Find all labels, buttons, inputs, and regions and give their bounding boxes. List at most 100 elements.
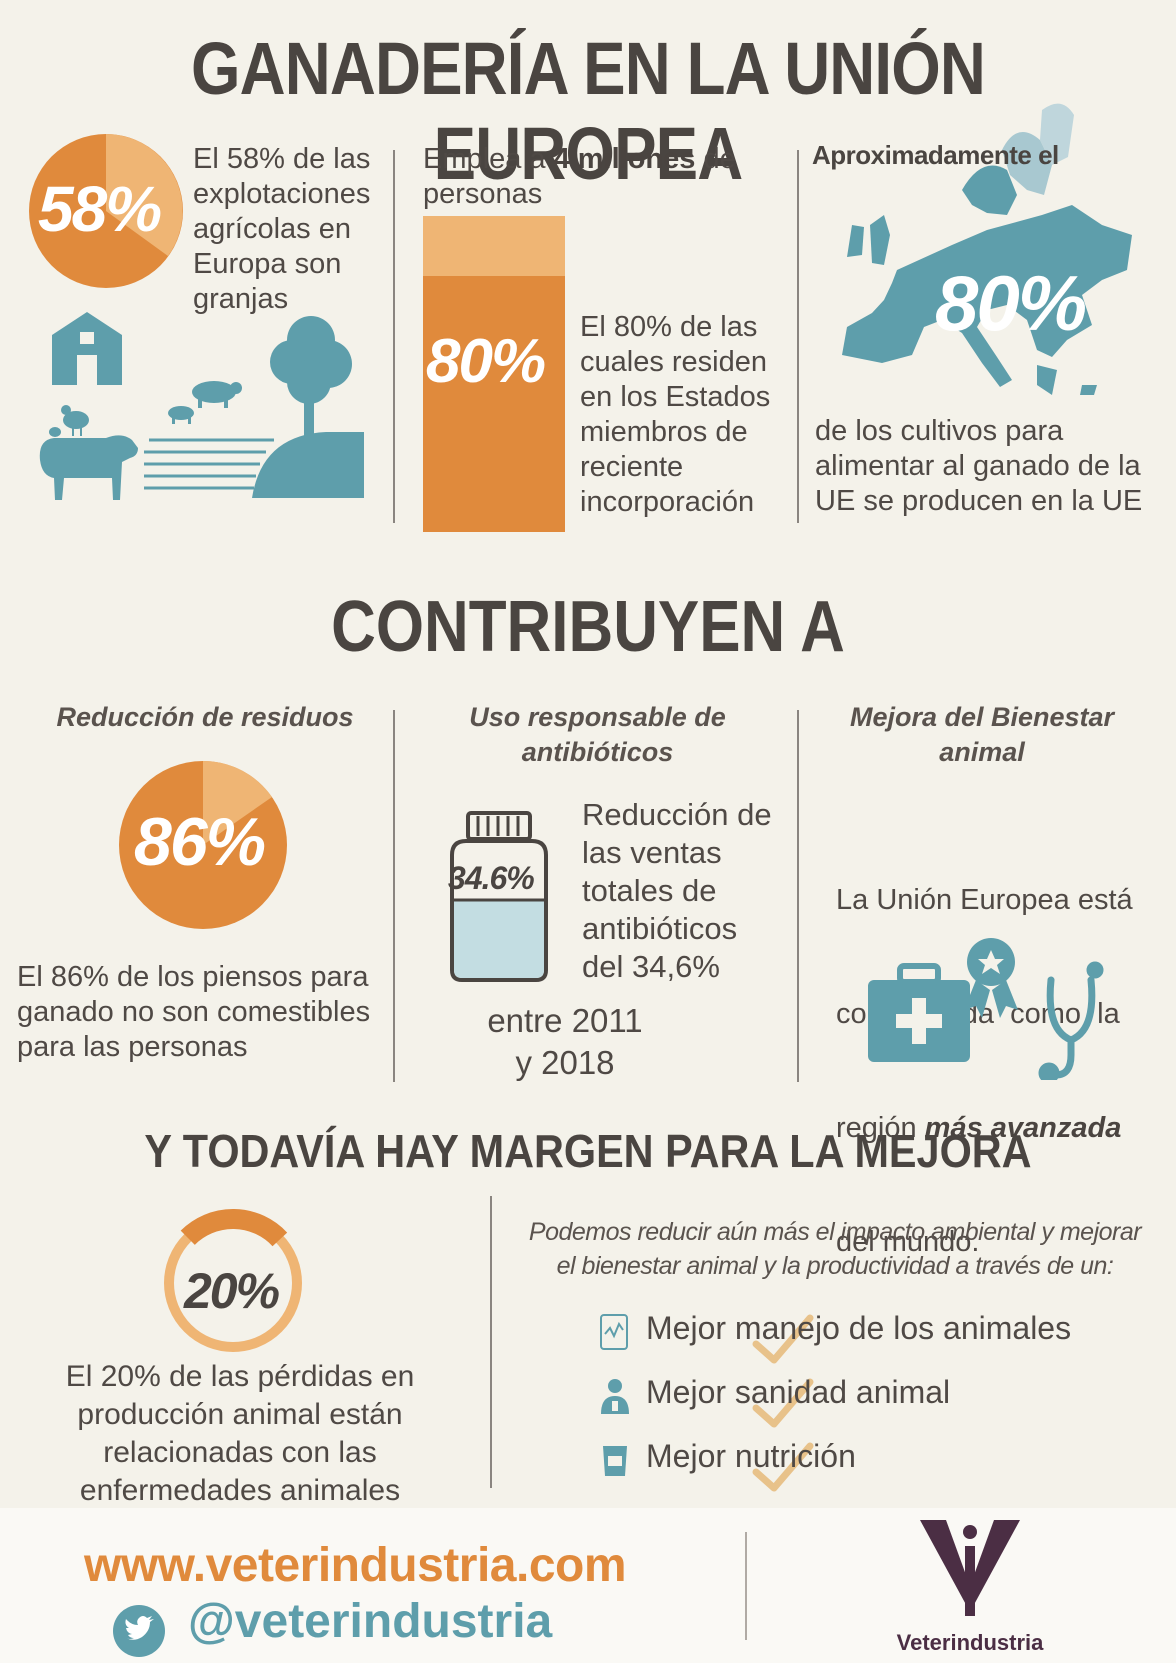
antibiotics-text-line: antibióticos <box>582 911 738 946</box>
farms-text-line: granjas <box>193 283 289 315</box>
check-mark-icon <box>752 1442 814 1492</box>
barn-icon <box>52 312 122 385</box>
farms-text: El 58% de las explotaciones agrícolas en… <box>193 142 370 317</box>
check-mark-icon <box>752 1378 814 1428</box>
divider <box>490 1196 492 1488</box>
losses-text-line: relacionadas con las <box>103 1436 377 1469</box>
crops-text-line: de los cultivos para <box>815 415 1064 447</box>
losses-text: El 20% de las pérdidas en producción ani… <box>30 1358 450 1510</box>
losses-text-line: enfermedades animales <box>79 1474 401 1507</box>
pig-icon <box>168 381 242 424</box>
new-members-line: reciente <box>580 451 684 483</box>
employment-suffix: de <box>695 143 736 175</box>
new-members-line: incorporación <box>580 486 755 518</box>
divider <box>393 710 395 1082</box>
employment-intro: Emplea a 4 millones de personas <box>423 142 736 212</box>
veterindustria-logo <box>920 1520 1020 1616</box>
welfare-text-line: del mundo. <box>836 1226 980 1258</box>
improvement-intro: Podemos reducir aún más el impacto ambie… <box>500 1215 1170 1283</box>
welfare-heading-line: animal <box>939 737 1025 767</box>
improvement-title: Y TODAVÍA HAY MARGEN PARA LA MEJORA <box>144 1125 1032 1177</box>
feed-text: El 86% de los piensos para ganado no son… <box>17 960 370 1065</box>
check-mark-icon <box>752 1314 814 1364</box>
contribute-title: CONTRIBUYEN A <box>331 587 845 667</box>
welfare-heading-line: Mejora del Bienestar <box>849 702 1115 732</box>
tree-icon <box>252 316 364 498</box>
new-members-line: El 80% de las <box>580 311 758 343</box>
antibiotics-heading: Uso responsable de antibióticos <box>420 700 775 770</box>
divider <box>745 1532 747 1640</box>
percent-80-map-label: 80% <box>935 259 1087 347</box>
improvement-intro-line: Podemos reducir aún más el impacto ambie… <box>528 1218 1142 1246</box>
employment-bold: 4 millones <box>553 143 696 175</box>
improvement-label: Mejor nutrición <box>646 1438 856 1474</box>
feed-text-line: ganado no son comestibles <box>17 996 371 1028</box>
veterinarian-icon <box>601 1379 629 1414</box>
cow-icon <box>39 435 138 500</box>
twitter-icon[interactable] <box>112 1604 166 1658</box>
welfare-heading: Mejora del Bienestar animal <box>812 700 1152 770</box>
first-aid-kit-icon <box>868 963 970 1062</box>
page-title: GANADERÍA EN LA UNIÓN EUROPEA <box>191 27 986 195</box>
improvement-label: Mejor manejo de los animales <box>646 1310 1072 1346</box>
percent-20-label: 20% <box>184 1263 280 1319</box>
crops-text-line: UE se producen en la UE <box>815 485 1143 517</box>
antibiotics-text-line: Reducción de <box>582 797 772 832</box>
antibiotics-text-line: totales de <box>582 873 717 908</box>
percent-80-label: 80% <box>426 327 546 396</box>
crops-text: de los cultivos para alimentar al ganado… <box>815 414 1142 519</box>
farm-illustration <box>39 312 364 500</box>
losses-text-line: producción animal están <box>77 1398 403 1431</box>
farms-text-line: Europa son <box>193 248 342 280</box>
percent-86-pie <box>119 761 287 929</box>
employment-line: personas <box>423 178 543 210</box>
percent-86-label: 86% <box>134 804 266 880</box>
improvement-label: Mejor sanidad animal <box>646 1374 951 1410</box>
percent-58-pie <box>29 134 183 288</box>
losses-text-line: El 20% de las pérdidas en <box>65 1360 415 1393</box>
new-members-line: en los Estados <box>580 381 771 413</box>
new-members-line: miembros de <box>580 416 748 448</box>
employment-bar-80 <box>423 276 565 532</box>
waste-heading: Reducción de residuos <box>56 702 354 732</box>
medicine-bottle-icon <box>450 811 548 982</box>
antibiotics-text: Reducción de las ventas totales de antib… <box>582 796 772 986</box>
period-line: y 2018 <box>515 1044 615 1081</box>
feed-text-line: para las personas <box>17 1031 248 1063</box>
farms-text-line: El 58% de las <box>193 143 371 175</box>
field-lines <box>144 438 274 490</box>
antibiotics-text-line: las ventas <box>582 835 722 870</box>
welfare-text-prefix: región <box>836 1112 925 1144</box>
divider <box>797 150 799 523</box>
europe-map-icon <box>842 103 1132 395</box>
farms-text-line: explotaciones <box>193 178 371 210</box>
divider <box>797 710 799 1082</box>
period-text: entre 2011 y 2018 <box>470 1000 660 1084</box>
bottle-label: 34.6% <box>448 860 535 896</box>
welfare-text-line: La Unión Europea está <box>836 884 1133 916</box>
crops-text-line: alimentar al ganado de la <box>815 450 1141 482</box>
welfare-icons <box>868 938 1104 1080</box>
divider <box>393 150 395 523</box>
antibiotics-text-line: del 34,6% <box>582 949 720 984</box>
antibiotics-heading-line: antibióticos <box>521 737 674 767</box>
improvement-intro-line: el bienestar animal y la productividad a… <box>556 1252 1114 1280</box>
feed-bag-icon <box>603 1446 627 1476</box>
percent-20-ring <box>164 1209 302 1352</box>
crops-heading: Aproximadamente el <box>812 140 1059 170</box>
feed-text-line: El 86% de los piensos para <box>17 961 369 993</box>
employment-prefix: Emplea a <box>423 143 554 175</box>
new-members-text: El 80% de las cuales residen en los Esta… <box>580 310 770 520</box>
new-members-line: cuales residen <box>580 346 767 378</box>
antibiotics-heading-line: Uso responsable de <box>469 702 726 732</box>
award-badge-icon <box>964 938 1018 1018</box>
website-link[interactable]: www.veterindustria.com <box>84 1539 627 1592</box>
tablet-chart-icon <box>600 1314 628 1350</box>
brand-name: Veterindustria <box>896 1630 1044 1655</box>
percent-58-label: 58% <box>38 173 162 245</box>
farms-text-line: agrícolas en <box>193 213 351 245</box>
twitter-handle-link[interactable]: @veterindustria <box>188 1595 553 1648</box>
chicken-icon <box>49 405 89 437</box>
stethoscope-icon <box>1038 961 1104 1080</box>
period-line: entre 2011 <box>487 1002 643 1039</box>
